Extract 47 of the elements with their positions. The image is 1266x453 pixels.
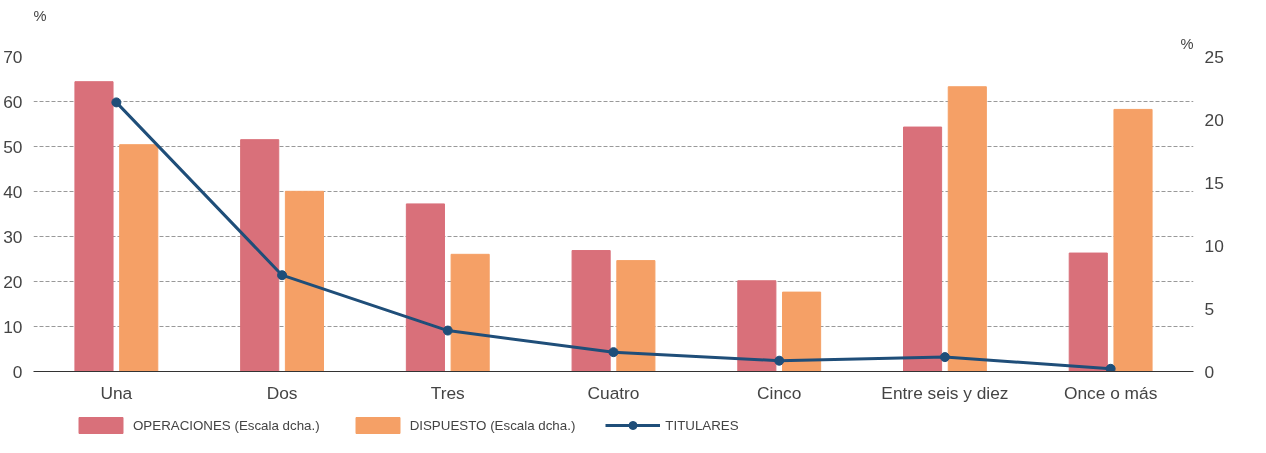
bar <box>571 250 611 372</box>
y2-tick-label: 10 <box>1204 235 1224 256</box>
point <box>277 270 288 281</box>
y-tick-label: 50 <box>3 136 23 157</box>
x-tick-label: Una <box>100 382 133 403</box>
x-tick-label: Tres <box>430 382 466 403</box>
point <box>939 352 950 363</box>
y2-axis-title: % <box>1180 35 1194 52</box>
y2-tick-label: 5 <box>1204 298 1215 319</box>
point <box>111 97 122 108</box>
legend-label: DISPUESTO (Escala dcha.) <box>409 417 576 433</box>
bar <box>74 81 114 372</box>
y2-tick-label: 25 <box>1204 46 1224 67</box>
x-tick-label: Dos <box>266 382 298 403</box>
bar <box>616 260 656 372</box>
y-tick-label: 70 <box>3 46 23 67</box>
point <box>1105 363 1116 372</box>
point <box>442 325 453 336</box>
y2-tick-label: 15 <box>1204 172 1224 193</box>
x-tick-label: Cuatro <box>587 382 640 403</box>
bar <box>737 280 777 372</box>
y-tick-label: 10 <box>3 316 23 337</box>
bar <box>903 126 943 372</box>
y-tick-label: 40 <box>3 181 23 202</box>
x-tick-label: Entre seis y diez <box>881 382 1009 403</box>
y-tick-label: 30 <box>3 226 23 247</box>
bar <box>450 253 490 372</box>
bar <box>119 144 159 372</box>
bar <box>1113 108 1153 372</box>
y-tick-label: 20 <box>3 271 23 292</box>
point <box>774 355 785 366</box>
legend-label: OPERACIONES (Escala dcha.) <box>133 417 320 433</box>
y2-tick-label: 20 <box>1204 109 1224 130</box>
legend-label: TITULARES <box>665 417 739 433</box>
y2-tick-label: 0 <box>1204 361 1215 382</box>
bar <box>240 139 280 372</box>
y-tick-label: 0 <box>12 361 23 382</box>
bar <box>1068 252 1108 372</box>
bar <box>284 190 324 372</box>
point <box>608 347 619 358</box>
bar <box>405 203 445 372</box>
y-axis-title: % <box>33 7 47 24</box>
y-tick-label: 60 <box>3 91 23 112</box>
x-tick-label: Cinco <box>757 382 802 403</box>
x-tick-label: Once o más <box>1063 382 1158 403</box>
bar <box>782 291 822 372</box>
bar <box>947 86 987 372</box>
